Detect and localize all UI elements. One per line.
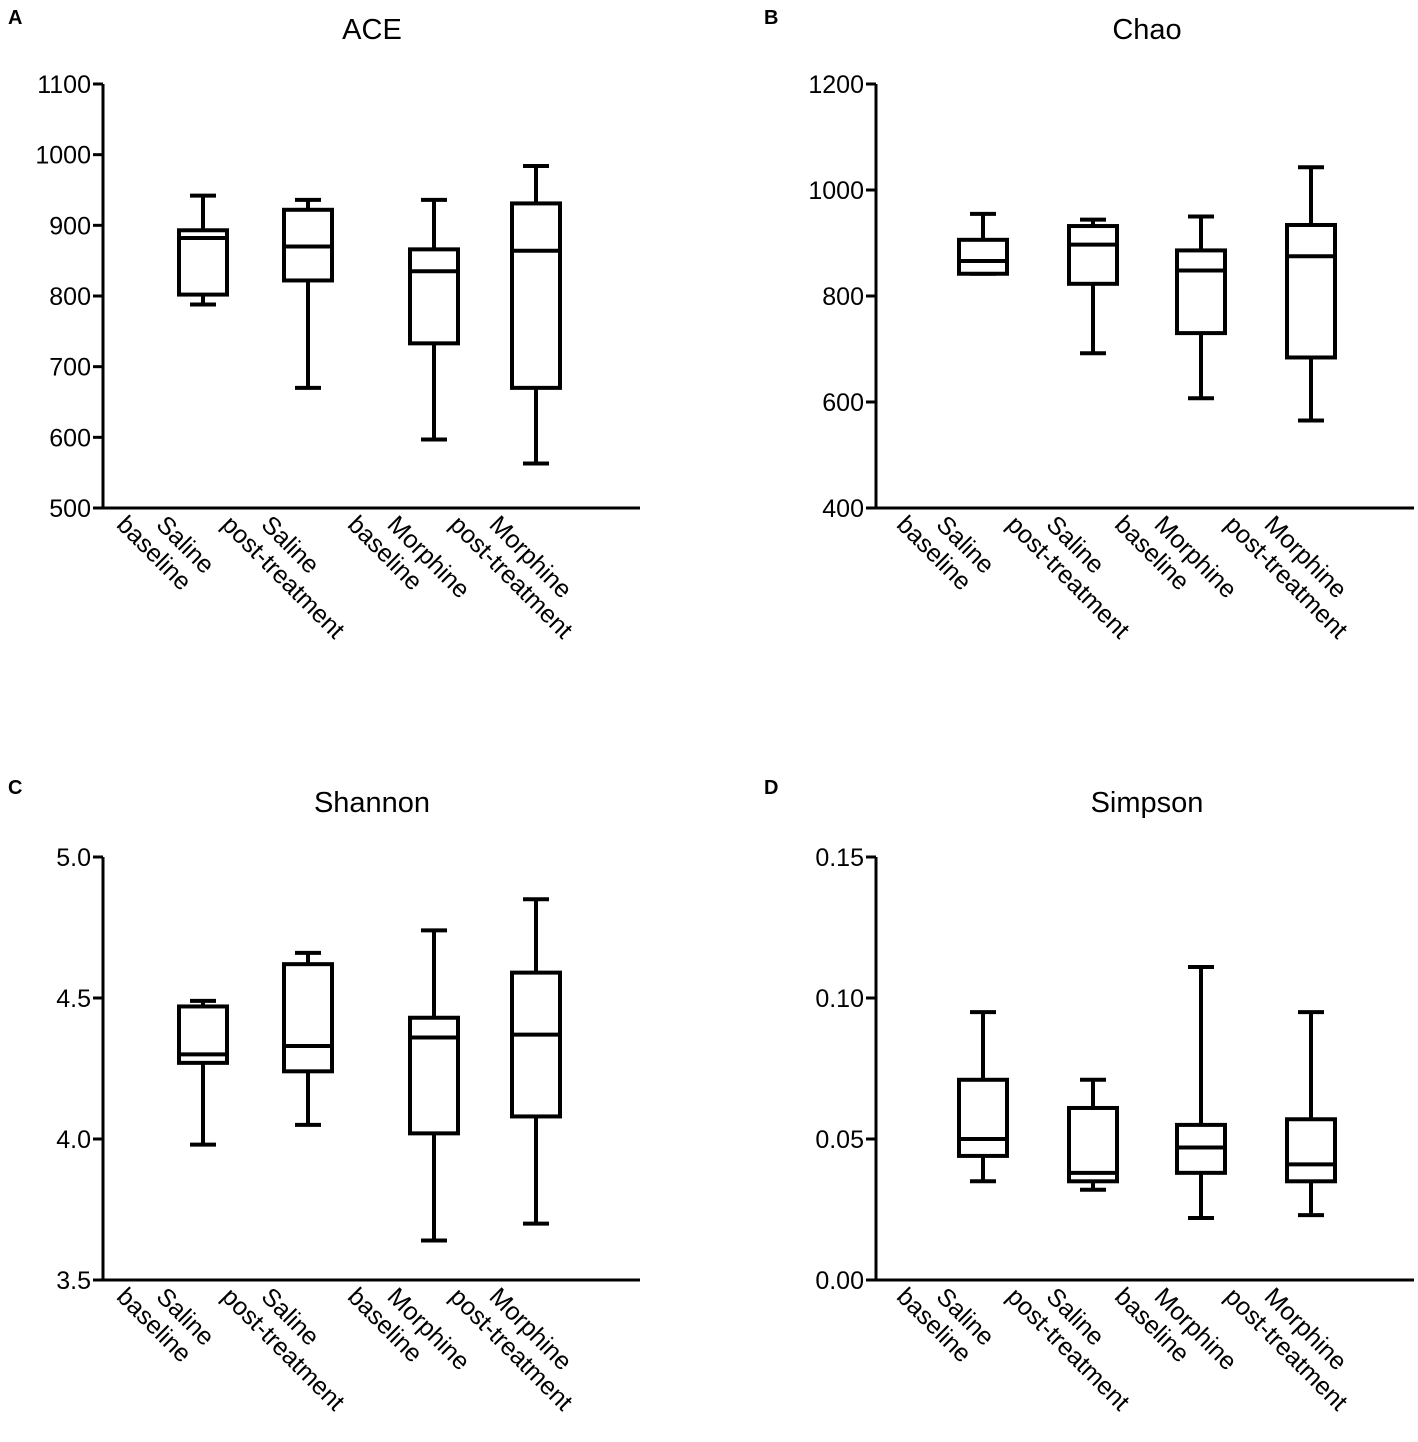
- panel-label: C: [8, 777, 22, 799]
- y-tick-label: 3.5: [56, 1267, 91, 1295]
- category-label: Morphinebaseline: [1109, 1263, 1242, 1396]
- iqr-box: [282, 962, 334, 1074]
- chart-title: Shannon: [314, 787, 430, 819]
- iqr-box: [510, 201, 562, 390]
- y-tick-label: 900: [49, 212, 91, 240]
- box-4: [510, 897, 562, 1226]
- panel-label: B: [764, 7, 778, 29]
- y-tick-label: 400: [822, 495, 864, 523]
- y-tick-label: 800: [49, 283, 91, 311]
- y-tick-label: 1000: [35, 142, 91, 170]
- category-label: Morphinebaseline: [1109, 491, 1242, 624]
- category-label: Morphinebaseline: [342, 1263, 475, 1396]
- category-label: Morphinepost-treatment: [444, 491, 598, 645]
- box-4: [510, 163, 562, 466]
- category-label: Salinepost-treatment: [216, 1263, 370, 1417]
- y-tick-label: 0.10: [815, 985, 864, 1013]
- category-label: Morphinepost-treatment: [1219, 1263, 1373, 1417]
- category-label: Salinepost-treatment: [216, 491, 370, 645]
- category-label: Morphinepost-treatment: [1219, 491, 1373, 645]
- y-tick-label: 4.5: [56, 985, 91, 1013]
- iqr-box: [510, 970, 562, 1119]
- iqr-box: [957, 237, 1009, 276]
- box-1: [957, 1010, 1009, 1184]
- iqr-box: [177, 228, 229, 297]
- iqr-box: [408, 247, 460, 346]
- y-tick-label: 600: [49, 424, 91, 452]
- iqr-box: [1285, 1117, 1337, 1184]
- y-tick-label: 5.0: [56, 844, 91, 872]
- box-1: [177, 998, 229, 1147]
- chart-title: Chao: [1112, 14, 1181, 46]
- y-tick-label: 1100: [37, 71, 91, 99]
- y-tick-label: 0.05: [815, 1126, 864, 1154]
- iqr-box: [408, 1015, 460, 1136]
- chart-title: Simpson: [1091, 787, 1204, 819]
- box-3: [408, 928, 460, 1243]
- y-tick-label: 500: [49, 495, 91, 523]
- category-label: Morphinepost-treatment: [444, 1263, 598, 1417]
- box-2: [282, 197, 334, 390]
- box-2: [282, 950, 334, 1127]
- y-tick-label: 600: [822, 389, 864, 417]
- panel-label: D: [764, 777, 778, 799]
- iqr-box: [1067, 1105, 1119, 1184]
- box-1: [177, 193, 229, 307]
- iqr-box: [957, 1077, 1009, 1158]
- y-tick-label: 0.15: [815, 844, 864, 872]
- box-4: [1285, 1010, 1337, 1218]
- iqr-box: [1067, 224, 1119, 286]
- y-tick-label: 1200: [808, 71, 864, 99]
- y-tick-label: 0.00: [815, 1267, 864, 1295]
- y-tick-label: 800: [822, 283, 864, 311]
- box-1: [957, 211, 1009, 276]
- box-4: [1285, 165, 1337, 423]
- y-tick-label: 4.0: [56, 1126, 91, 1154]
- panel-a: A ACE50060070080090010001100Salinebaselin…: [8, 7, 640, 644]
- iqr-box: [1175, 248, 1227, 336]
- box-3: [1175, 964, 1227, 1220]
- y-tick-label: 700: [49, 354, 91, 382]
- box-3: [1175, 214, 1227, 401]
- y-tick-label: 1000: [808, 177, 864, 205]
- box-3: [408, 197, 460, 442]
- box-2: [1067, 1077, 1119, 1192]
- category-label: Morphinebaseline: [342, 491, 475, 624]
- panel-label: A: [8, 7, 22, 29]
- box-2: [1067, 217, 1119, 356]
- iqr-box: [1285, 222, 1337, 360]
- chart-title: ACE: [342, 14, 402, 46]
